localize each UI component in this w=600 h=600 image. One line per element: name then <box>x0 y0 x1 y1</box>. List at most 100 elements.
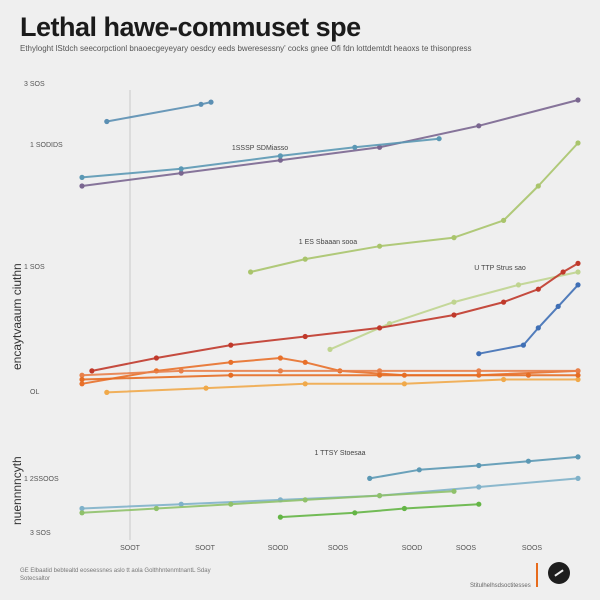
data-point <box>436 136 442 142</box>
series-line <box>329 271 579 351</box>
data-point <box>575 368 581 374</box>
data-point <box>535 325 541 331</box>
data-point <box>377 325 383 331</box>
data-point <box>277 157 283 163</box>
data-point <box>228 501 234 507</box>
series-line <box>279 503 480 519</box>
x-tick-label: SOOD <box>402 545 423 552</box>
data-point <box>575 97 581 103</box>
data-point <box>501 217 507 223</box>
series-line <box>477 283 579 355</box>
chart-subtitle: Ethyloght lStdch seecorpctionl bnaoecgey… <box>20 44 472 53</box>
x-tick-label: SOOS <box>328 545 349 552</box>
data-point <box>153 355 159 361</box>
data-point <box>476 351 482 357</box>
data-point <box>228 342 234 348</box>
data-point <box>401 381 407 387</box>
data-point <box>79 505 85 512</box>
data-point <box>377 372 383 378</box>
x-tick-label: SOOS <box>522 545 543 552</box>
data-point <box>352 144 358 150</box>
data-point <box>178 166 184 172</box>
data-point <box>451 235 457 241</box>
data-point <box>525 458 532 464</box>
data-point <box>302 256 308 262</box>
data-point <box>575 282 581 288</box>
x-tick-label: SOOT <box>120 545 141 552</box>
data-point <box>416 467 422 473</box>
data-point <box>178 501 184 507</box>
data-point <box>401 505 407 512</box>
data-point <box>451 299 457 305</box>
x-tick-label: SOOD <box>268 545 289 552</box>
data-point <box>501 376 507 383</box>
data-point <box>575 260 581 266</box>
y-tick-labels: 3 SOS 1 SODIDS 1 SOS OL 1 2SSOOS 3 SOS <box>24 81 63 537</box>
footer-note: GE Elbaatid bebtealtd eoseessnes aslo tt… <box>20 568 211 582</box>
data-point <box>575 376 581 383</box>
data-point <box>302 381 308 387</box>
data-point <box>79 376 85 383</box>
brand-name: Stitulhelhsdsoctitesses <box>470 583 531 589</box>
data-point <box>79 372 85 378</box>
annotation-label: 1 ES Sbaaan sooa <box>299 239 357 246</box>
y-tick-label: 3 SOS <box>30 530 51 537</box>
data-point <box>79 510 85 516</box>
data-point <box>104 389 110 395</box>
data-point <box>153 505 159 512</box>
series-line <box>105 378 579 394</box>
y-tick-label: 1 SOS <box>24 264 45 271</box>
data-point <box>535 183 541 189</box>
series-line <box>81 477 579 510</box>
data-point <box>476 484 482 490</box>
series-line <box>81 490 455 514</box>
data-point <box>476 368 482 374</box>
annotations: 1SSSP SDMiasso 1 ES Sbaaan sooa U TTP Stru… <box>232 145 526 457</box>
chart-title: Lethal hawe-commuset spe <box>20 12 361 42</box>
data-point <box>203 385 209 391</box>
annotation-label: 1SSSP SDMiasso <box>232 145 288 152</box>
series-line <box>249 142 579 273</box>
data-point <box>535 286 541 292</box>
data-point <box>198 101 204 107</box>
data-point <box>178 368 184 374</box>
data-point <box>476 501 482 507</box>
data-point <box>89 368 95 374</box>
data-point <box>386 321 393 327</box>
data-point <box>560 269 566 275</box>
y-tick-label: 3 SOS <box>24 81 45 88</box>
series-line <box>368 455 579 480</box>
data-point <box>79 381 85 387</box>
brand-accent-bar <box>536 563 538 587</box>
data-point <box>575 454 581 460</box>
data-point <box>377 493 383 499</box>
y-tick-label: 1 2SSOOS <box>24 476 59 483</box>
data-point <box>575 372 581 378</box>
data-point <box>476 462 482 469</box>
x-tick-label: SOOS <box>456 545 477 552</box>
data-point <box>555 303 561 309</box>
x-tick-label: SOOT <box>195 545 216 552</box>
data-point <box>575 269 581 275</box>
data-point <box>228 372 234 378</box>
data-point <box>377 368 383 374</box>
data-point <box>520 342 527 348</box>
series-line <box>105 101 212 123</box>
data-point <box>525 372 532 378</box>
y-tick-label: 1 SODIDS <box>30 142 63 149</box>
data-point <box>277 368 283 374</box>
data-point <box>377 243 383 249</box>
data-point <box>302 497 308 503</box>
data-point <box>515 282 522 288</box>
data-point <box>352 510 358 516</box>
series-line <box>81 369 579 377</box>
data-point <box>104 118 110 125</box>
data-point <box>277 514 283 520</box>
series-line <box>81 99 579 187</box>
data-point <box>277 153 283 159</box>
y-tick-label: OL <box>30 389 39 396</box>
data-point <box>451 488 457 494</box>
annotation-label: 1 TTSY Stoesaa <box>314 450 365 457</box>
data-point <box>377 144 383 150</box>
